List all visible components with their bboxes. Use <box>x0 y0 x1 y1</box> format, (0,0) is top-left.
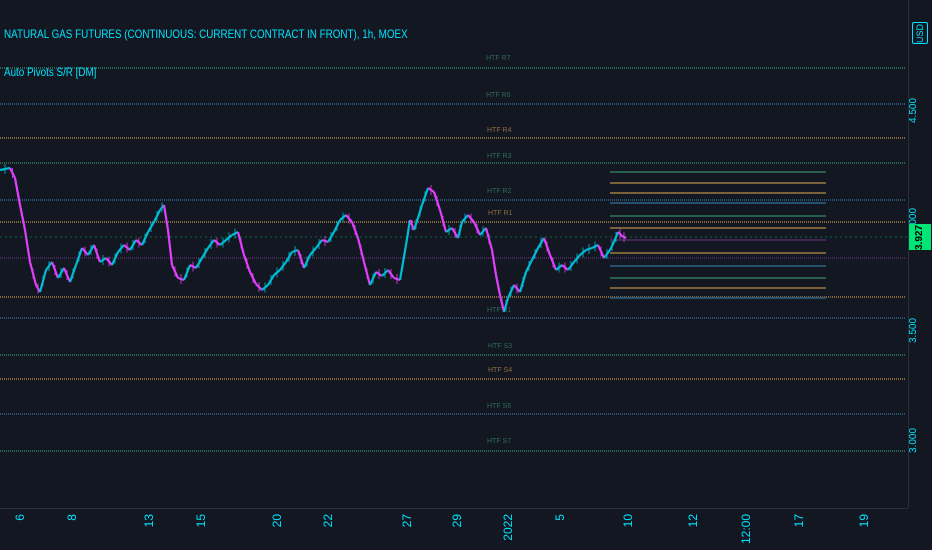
pivot-label: HTF R7 <box>486 55 511 62</box>
time-tick: 6 <box>13 514 27 521</box>
pivot-label: HTF S1 <box>487 307 511 314</box>
time-tick: 27 <box>400 514 414 528</box>
pivot-label: HTF R6 <box>486 92 511 99</box>
time-tick: 10 <box>621 514 635 528</box>
time-tick: 8 <box>65 514 79 521</box>
chart-pane[interactable]: HTF R7 HTF R6 HTF R4 HTF R3 HTF R2 HTF R1 HTF … <box>0 0 908 508</box>
price-tick: 4.500 <box>908 97 919 123</box>
time-tick: 22 <box>321 514 335 528</box>
time-tick: 2022 <box>501 514 515 541</box>
scale-corner <box>908 508 932 550</box>
price-scale[interactable] <box>908 0 932 508</box>
time-scale[interactable] <box>0 508 908 550</box>
indicator-title[interactable]: Auto Pivots S/R [DM] <box>4 65 97 79</box>
time-tick: 29 <box>450 514 464 528</box>
symbol-title[interactable]: NATURAL GAS FUTURES (CONTINUOUS: CURRENT… <box>4 27 408 41</box>
pivot-label: HTF R2 <box>487 188 512 195</box>
time-tick: 17 <box>792 514 806 528</box>
price-tick: 3.000 <box>908 427 919 453</box>
pivot-label: HTF S6 <box>487 403 511 410</box>
currency-badge[interactable]: USD <box>912 22 928 44</box>
price-chart[interactable]: HTF R7 HTF R6 HTF R4 HTF R3 HTF R2 HTF R1 HTF … <box>0 0 908 508</box>
pivot-label: HTF R1 <box>488 210 513 217</box>
time-tick: 20 <box>270 514 284 528</box>
time-tick: 5 <box>553 514 567 521</box>
pivot-label: HTF S3 <box>488 343 512 350</box>
price-tick: 3.500 <box>908 317 919 343</box>
pivot-label: HTF R3 <box>487 153 512 160</box>
time-tick: 13 <box>142 514 156 528</box>
last-price-label: 3.927 <box>909 224 931 250</box>
time-tick: 12:00 <box>739 514 753 545</box>
pivot-label: HTF S7 <box>487 438 511 445</box>
pivot-label: HTF R4 <box>487 127 512 134</box>
time-tick: 15 <box>194 514 208 528</box>
pivot-label: HTF S4 <box>488 367 512 374</box>
time-tick: 12 <box>686 514 700 528</box>
time-tick: 19 <box>857 514 871 528</box>
